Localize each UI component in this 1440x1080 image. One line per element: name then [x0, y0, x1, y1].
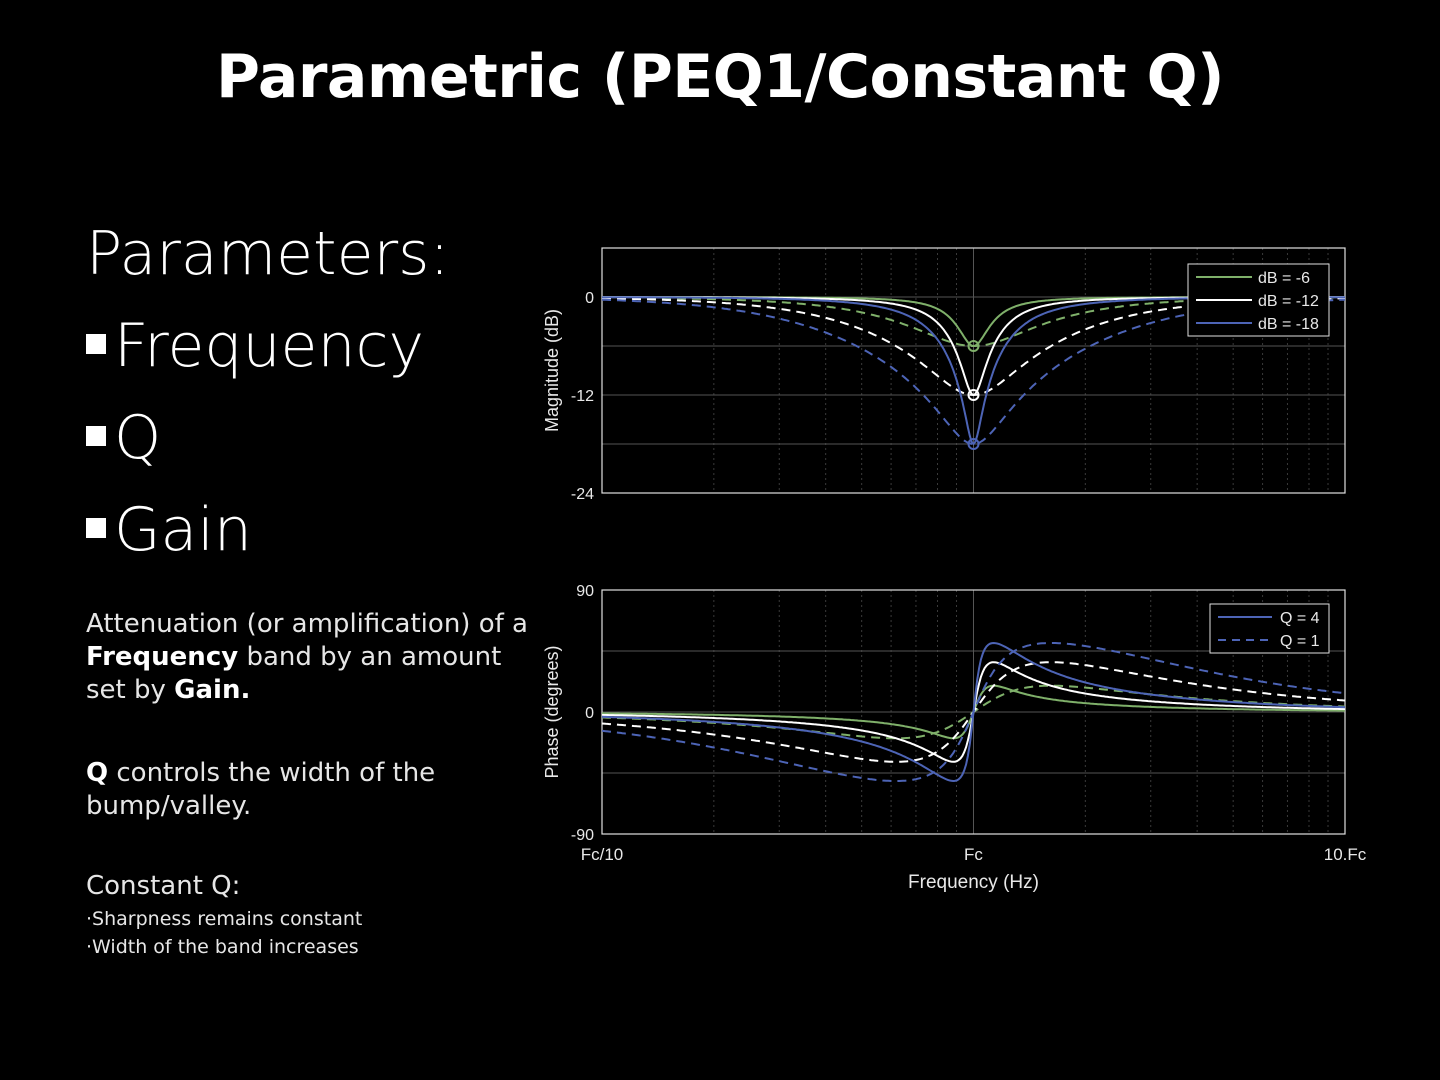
- constant-q-title: Constant Q:: [86, 871, 241, 901]
- square-bullet-icon: [86, 425, 106, 446]
- desc-text: band by an amount: [238, 642, 502, 672]
- constant-q-item: ·Width of the band increases: [86, 936, 359, 958]
- x-tick-label: 10.Fc: [1324, 845, 1367, 864]
- y-tick-label: -12: [571, 388, 594, 405]
- desc-line: Frequency band by an amount: [86, 641, 528, 674]
- square-bullet-icon: [86, 333, 106, 354]
- desc-bold: Frequency: [86, 642, 239, 672]
- desc-line: Q controls the width of the: [86, 757, 435, 790]
- y-tick-label: 0: [585, 290, 594, 307]
- param-item-q: Q: [86, 392, 450, 484]
- plot-frame: [601, 589, 1346, 835]
- desc-line: bump/valley.: [86, 791, 252, 821]
- legend: Q = 4 Q = 1: [1209, 603, 1330, 654]
- legend-label: dB = -12: [1258, 293, 1319, 310]
- description-q: Q controls the width of the bump/valley.: [86, 757, 435, 823]
- x-tick-label: Fc: [964, 845, 983, 864]
- center-marker: [967, 438, 980, 450]
- y-tick-label: 0: [585, 705, 594, 722]
- x-axis-label: Frequency (Hz): [908, 872, 1039, 893]
- desc-bold: Q: [86, 758, 109, 788]
- square-bullet-icon: [86, 517, 106, 538]
- description-attenuation: Attenuation (or amplification) of a Freq…: [86, 608, 528, 707]
- legend-label: Q = 1: [1280, 633, 1320, 650]
- y-axis-label: Phase (degrees): [542, 645, 562, 778]
- slide-title: Parametric (PEQ1/Constant Q): [215, 42, 1225, 112]
- y-tick-label: -90: [571, 827, 594, 844]
- desc-line: set by Gain.: [86, 674, 528, 707]
- parameters-heading: Parameters:: [86, 219, 450, 289]
- desc-text: set by: [86, 675, 175, 705]
- legend-label: dB = -6: [1258, 270, 1310, 287]
- legend-box: [1209, 603, 1330, 654]
- legend-label: Q = 4: [1280, 610, 1320, 627]
- legend: dB = -6 dB = -12 dB = -18: [1187, 263, 1330, 337]
- constant-q-item: ·Sharpness remains constant: [86, 908, 363, 930]
- series-line: [601, 642, 1346, 782]
- param-label: Gain: [114, 495, 252, 565]
- desc-text: controls the width of the: [108, 758, 436, 788]
- desc-line: Attenuation (or amplification) of a: [86, 609, 528, 639]
- desc-bold: Gain.: [174, 675, 251, 705]
- plot-frame: [601, 247, 1346, 494]
- param-label: Q: [114, 403, 162, 473]
- y-axis-label: Magnitude (dB): [542, 309, 562, 432]
- param-item-frequency: Frequency: [86, 300, 450, 392]
- param-label: Frequency: [114, 311, 424, 381]
- param-item-gain: Gain: [86, 484, 450, 576]
- x-tick-label: Fc/10: [581, 845, 624, 864]
- legend-label: dB = -18: [1258, 316, 1319, 333]
- y-tick-label: 90: [576, 583, 594, 600]
- parameters-list: Parameters: Frequency Q Gain: [86, 208, 450, 576]
- constant-q-list: ·Sharpness remains constant ·Width of th…: [86, 905, 362, 961]
- y-tick-label: -24: [571, 486, 594, 503]
